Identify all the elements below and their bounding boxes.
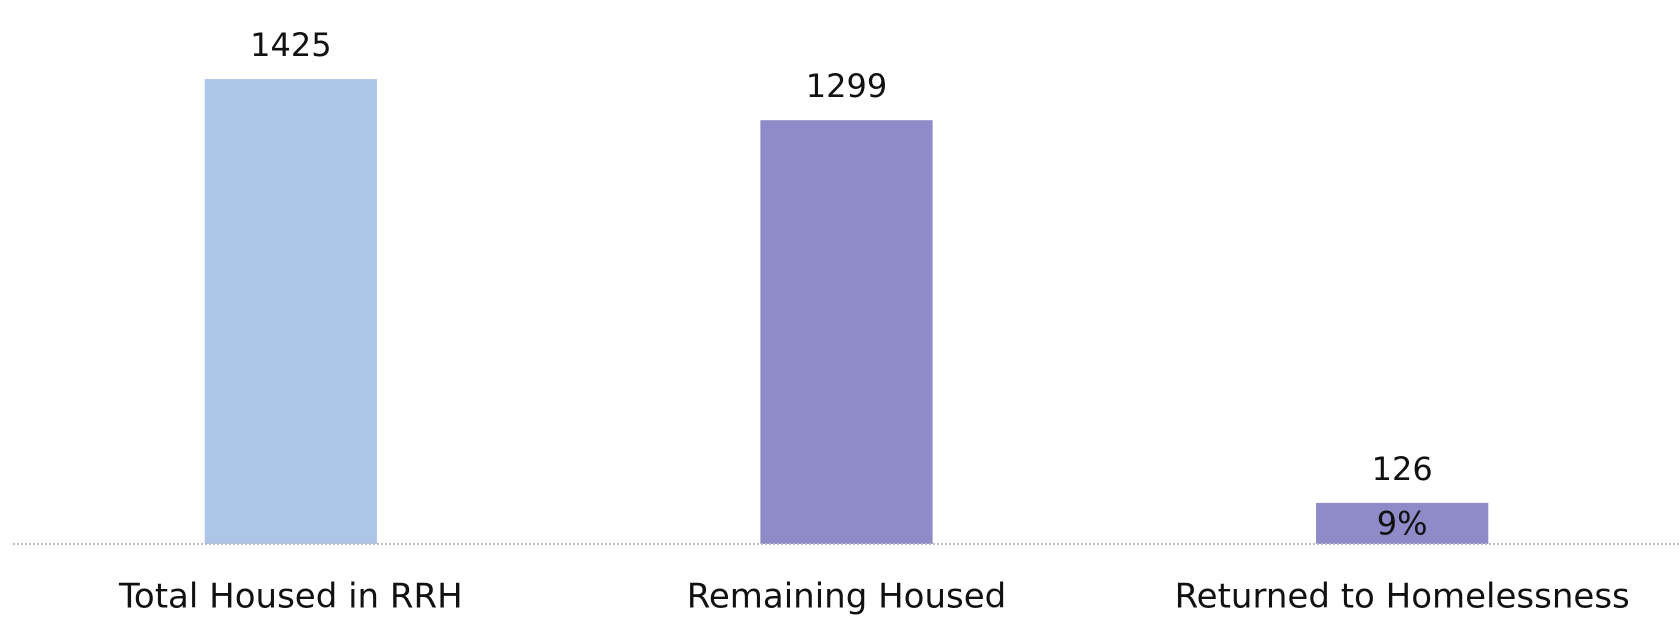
x-tick-label: Total Housed in RRH — [118, 577, 463, 617]
value-label: 1425 — [250, 26, 331, 64]
annotation: 9% — [1377, 504, 1428, 542]
value-label: 1299 — [806, 67, 887, 105]
bar — [204, 79, 377, 544]
x-tick-label: Returned to Homelessness — [1175, 577, 1630, 617]
bar — [760, 120, 933, 545]
value-label: 126 — [1372, 450, 1433, 488]
x-tick-label: Remaining Housed — [687, 577, 1006, 617]
bar — [1316, 502, 1489, 544]
